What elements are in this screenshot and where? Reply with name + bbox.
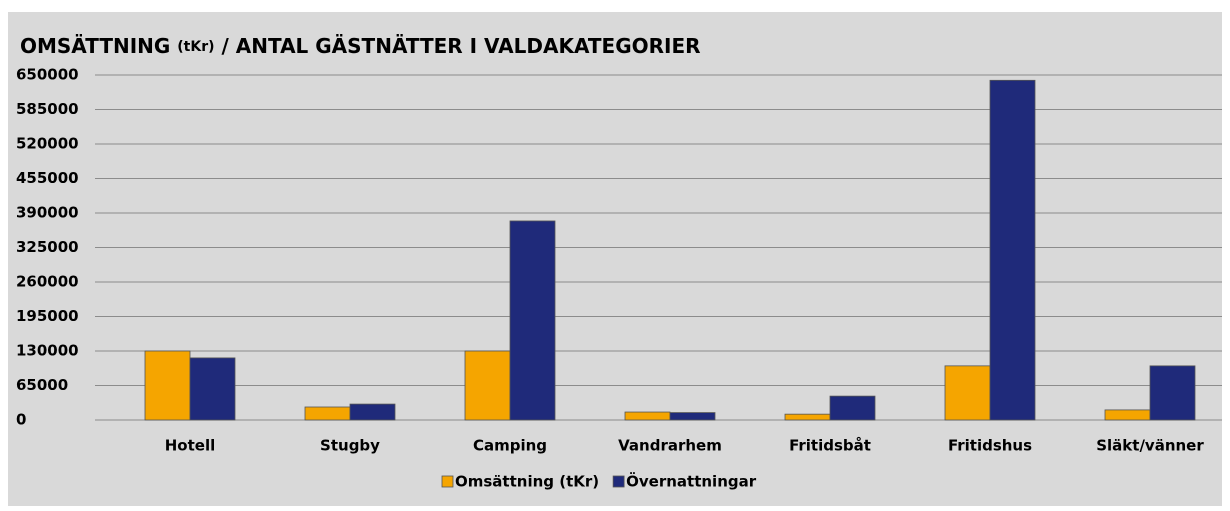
bar [624,411,671,421]
x-tick-label: Fritidshus [948,437,1032,455]
bar [509,220,556,421]
bar [189,357,236,421]
y-tick-label: 520000 [16,135,79,153]
bar [669,412,716,421]
bar [829,395,876,421]
bar [304,406,351,421]
bar [349,403,396,421]
bar [1104,409,1151,421]
y-tick-label: 650000 [16,66,79,84]
title-part: (tKr) [177,39,214,55]
x-tick-label: Vandrarhem [618,437,722,455]
legend-label: Omsättning (tKr) [455,473,599,491]
x-tick-label: Släkt/vänner [1096,437,1204,455]
title-part: OMSÄTTNING [20,34,170,58]
chart-background [8,12,1222,506]
x-tick-label: Hotell [165,437,216,455]
y-tick-label: 325000 [16,238,79,256]
y-tick-label: 0 [16,411,26,429]
bar [944,365,991,421]
y-tick-label: 455000 [16,169,79,187]
legend-swatch [441,475,454,488]
y-tick-label: 260000 [16,273,79,291]
y-tick-label: 195000 [16,307,79,325]
chart-title: OMSÄTTNING (tKr) / ANTAL GÄSTNÄTTER I VA… [20,34,701,58]
x-tick-label: Camping [473,437,547,455]
y-tick-label: 65000 [16,376,68,394]
bar [464,350,511,421]
bar [1149,365,1196,421]
legend-label: Övernattningar [626,472,757,491]
x-tick-label: Fritidsbåt [789,437,871,455]
x-tick-label: Stugby [320,437,380,455]
y-tick-label: 390000 [16,204,79,222]
bar [989,79,1036,421]
y-tick-label: 130000 [16,342,79,360]
legend-swatch [612,475,625,488]
y-tick-label: 585000 [16,100,79,118]
title-part: / ANTAL GÄSTNÄTTER I VALDAKATEGORIER [222,34,701,58]
bar [784,413,831,421]
bar [144,350,191,421]
